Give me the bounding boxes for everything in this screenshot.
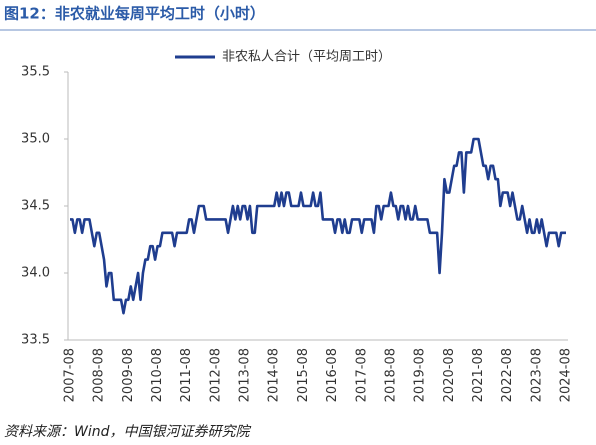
source-note: 资料来源：Wind，中国银河证券研究院 (4, 424, 251, 440)
x-tick-label: 2023-08 (529, 348, 544, 402)
x-tick-label: 2020-08 (442, 348, 457, 402)
x-tick-label: 2008-08 (92, 348, 107, 402)
x-tick-label: 2010-08 (150, 348, 165, 402)
x-tick-label: 2018-08 (383, 348, 398, 402)
x-tick-label: 2012-08 (208, 348, 223, 402)
x-tick-label: 2013-08 (238, 348, 253, 402)
x-tick-label: 2024-08 (559, 348, 574, 402)
x-tick-label: 2017-08 (354, 348, 369, 402)
x-tick-label: 2007-08 (63, 348, 78, 402)
y-tick-label: 33.5 (21, 333, 50, 348)
legend-label: 非农私人合计（平均周工时） (222, 50, 391, 65)
x-tick-label: 2019-08 (413, 348, 428, 402)
data-line (70, 137, 566, 315)
x-tick-label: 2015-08 (296, 348, 311, 402)
y-tick-label: 35.5 (21, 65, 50, 80)
y-tick-label: 35.0 (21, 132, 50, 147)
chart-title: 图12：非农就业每周平均工时（小时） (4, 5, 265, 23)
x-tick-label: 2011-08 (179, 348, 194, 402)
x-tick-label: 2009-08 (121, 348, 136, 402)
x-tick-label: 2014-08 (267, 348, 282, 402)
x-tick-label: 2022-08 (500, 348, 515, 402)
y-tick-label: 34.0 (21, 266, 50, 281)
y-tick-label: 34.5 (21, 199, 50, 214)
x-tick-label: 2016-08 (325, 348, 340, 402)
x-tick-label: 2021-08 (471, 348, 486, 402)
